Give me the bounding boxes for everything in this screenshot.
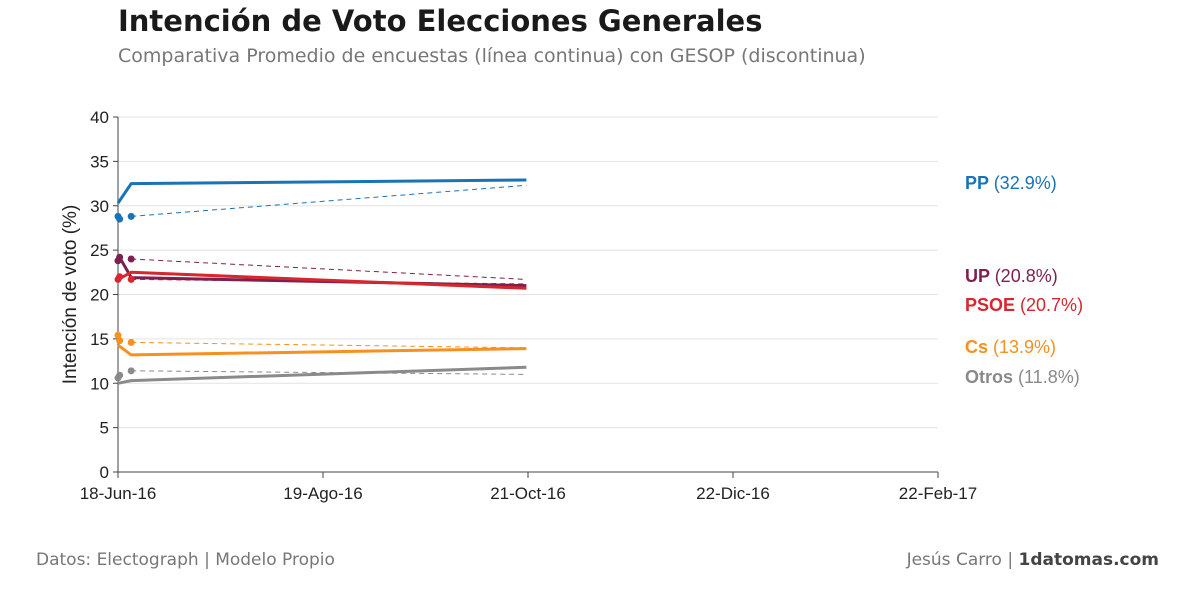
y-tick-label: 40 xyxy=(90,108,109,127)
footer-separator: | xyxy=(1001,550,1019,570)
series-cs-average-line xyxy=(117,343,527,357)
series-otros-end-label: Otros (11.8%) xyxy=(965,367,1080,387)
series-otros-average-line xyxy=(117,365,527,385)
y-tick-label: 30 xyxy=(90,197,109,216)
data-point xyxy=(116,215,124,223)
x-tick-label: 18-Jun-16 xyxy=(80,484,157,503)
data-point xyxy=(127,367,135,375)
data-point xyxy=(127,212,135,220)
data-point xyxy=(116,337,124,345)
series-psoe-end-label: PSOE (20.7%) xyxy=(965,295,1083,315)
data-point xyxy=(127,338,135,346)
data-point xyxy=(116,273,124,281)
data-point xyxy=(116,253,124,261)
x-tick-label: 22-Dic-16 xyxy=(696,484,770,503)
series-up-gesop-line xyxy=(131,258,527,280)
series-otros-gesop-line xyxy=(131,370,527,375)
x-tick-label: 19-Ago-16 xyxy=(283,484,362,503)
footer-brand[interactable]: 1datomas.com xyxy=(1018,550,1159,570)
y-tick-label: 20 xyxy=(90,286,109,305)
data-point xyxy=(116,371,124,379)
y-tick-label: 5 xyxy=(100,419,109,438)
y-tick-label: 25 xyxy=(90,241,109,260)
series-cs-gesop-line xyxy=(131,341,527,349)
series-cs-end-label: Cs (13.9%) xyxy=(965,337,1056,357)
y-tick-label: 15 xyxy=(90,330,109,349)
footer-credit: Jesús Carro | 1datomas.com xyxy=(907,550,1159,570)
y-tick-label: 0 xyxy=(100,463,109,482)
series-pp-average-line xyxy=(116,178,527,204)
series-up-end-label: UP (20.8%) xyxy=(965,266,1058,286)
y-tick-label: 10 xyxy=(90,374,109,393)
chart-subtitle: Comparativa Promedio de encuestas (línea… xyxy=(118,45,866,67)
data-point xyxy=(127,255,135,263)
footer-source: Datos: Electograph | Modelo Propio xyxy=(36,550,335,570)
series-pp-gesop-line xyxy=(131,184,527,217)
y-tick-label: 35 xyxy=(90,152,109,171)
data-point xyxy=(114,331,122,339)
x-tick-label: 21-Oct-16 xyxy=(490,484,566,503)
y-axis-label: Intención de voto (%) xyxy=(60,205,81,385)
footer-author: Jesús Carro xyxy=(906,550,1002,570)
chart-title: Intención de Voto Elecciones Generales xyxy=(118,4,763,38)
data-point xyxy=(127,275,135,283)
x-tick-label: 22-Feb-17 xyxy=(899,484,977,503)
series-pp-end-label: PP (32.9%) xyxy=(965,173,1057,193)
